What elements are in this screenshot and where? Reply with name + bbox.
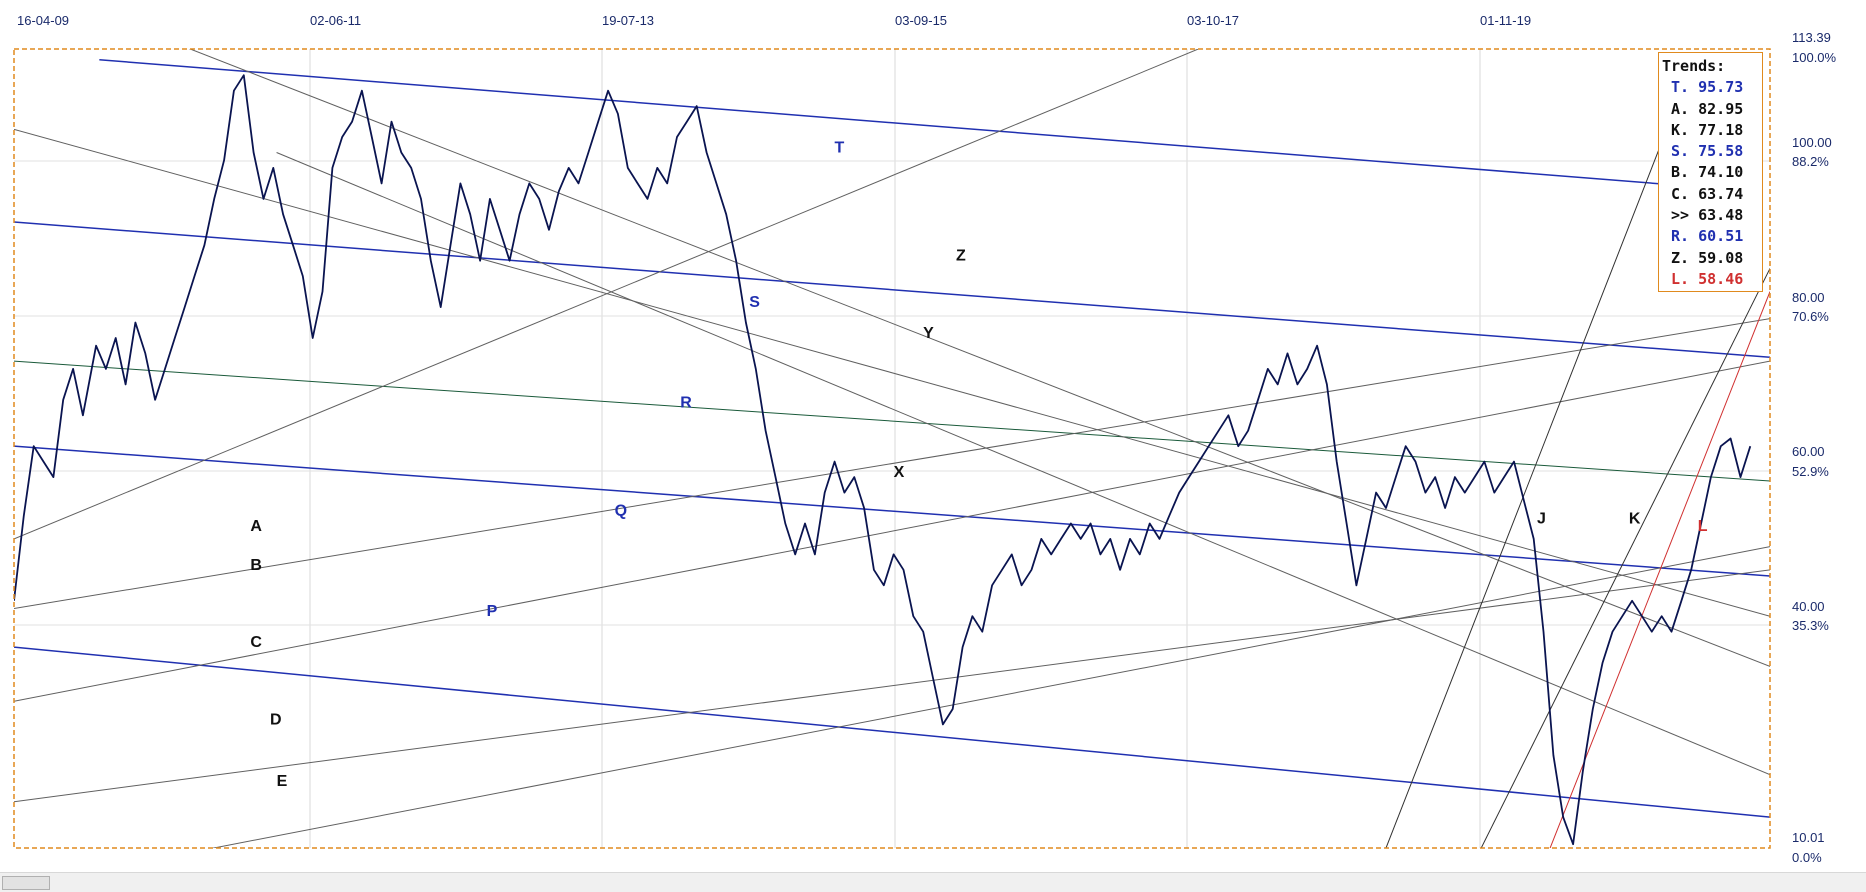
trend-line-S [14, 221, 1770, 359]
trend-line-L [1549, 291, 1770, 848]
trend-label-A: A [250, 518, 262, 535]
y-price-tick-label: 10.01 [1792, 830, 1825, 845]
trend-line-K [1480, 268, 1770, 848]
trend-line-R [14, 360, 1770, 482]
legend-item: L. 58.46 [1662, 269, 1762, 290]
legend-value: 82.95 [1698, 99, 1744, 118]
x-tick-label: 03-09-15 [895, 13, 947, 28]
trend-line-T [99, 58, 1682, 187]
price-series [14, 74, 1752, 846]
legend-key: S. [1662, 142, 1699, 161]
y-percent-tick-label: 88.2% [1792, 154, 1829, 169]
chart: T S R Q P Z Y X A B C D E J K L 16-04-09 02-06-11 19-07-1… [13, 13, 1837, 865]
legend-item: R. 60.51 [1662, 226, 1762, 247]
y-price-tick-label: 40.00 [1792, 599, 1825, 614]
y-percent-tick-label: 52.9% [1792, 464, 1829, 479]
legend-value: 58.46 [1698, 269, 1744, 288]
trend-line-Z [188, 49, 1770, 667]
legend-item: >> 63.48 [1662, 205, 1762, 226]
x-tick-label: 19-07-13 [602, 13, 654, 28]
trend-label-D: D [270, 711, 282, 728]
y-axis: 113.39 100.00 80.00 60.00 40.00 10.01 100.0% 88… [1792, 30, 1837, 865]
trend-label-Z: Z [956, 248, 966, 265]
trend-label-K: K [1629, 510, 1641, 527]
x-axis: 16-04-09 02-06-11 19-07-13 03-09-15 03-10-17… [17, 13, 1531, 28]
trend-line-D [14, 569, 1770, 803]
trend-label-J: J [1537, 510, 1546, 527]
trend-lines [14, 49, 1770, 848]
x-tick-label: 16-04-09 [17, 13, 69, 28]
legend-key: >> [1662, 206, 1699, 225]
legend-title: Trends: [1662, 57, 1726, 75]
legend-key: R. [1662, 227, 1699, 246]
legend-value: 95.73 [1698, 78, 1744, 97]
y-percent-tick-label: 35.3% [1792, 618, 1829, 633]
legend-value: 63.74 [1698, 184, 1744, 203]
trend-label-X: X [894, 464, 905, 481]
trend-label-R: R [680, 395, 692, 412]
legend-item: Z. 59.08 [1662, 248, 1762, 269]
legend-item: T. 95.73 [1662, 77, 1762, 98]
trend-label-Q: Q [615, 503, 627, 520]
legend-key: B. [1662, 163, 1699, 182]
trend-label-L: L [1698, 518, 1708, 535]
trend-labels: T S R Q P Z Y X A B C D E J K L [250, 139, 1707, 790]
legend-item: A. 82.95 [1662, 99, 1762, 120]
legend-item: B. 74.10 [1662, 162, 1762, 183]
legend-value: 75.58 [1698, 142, 1744, 161]
trend-line-X [276, 152, 1770, 776]
x-tick-label: 01-11-19 [1480, 13, 1531, 28]
legend-value: 77.18 [1698, 120, 1744, 139]
y-price-tick-label: 100.00 [1792, 135, 1832, 150]
legend-item: K. 77.18 [1662, 120, 1762, 141]
trend-label-B: B [250, 557, 262, 574]
trend-line-Q [14, 445, 1770, 577]
legend-key: T. [1662, 78, 1699, 97]
grid [14, 49, 1770, 848]
trend-line-Y [14, 128, 1770, 617]
y-price-tick-label: 60.00 [1792, 444, 1825, 459]
legend-value: 74.10 [1698, 163, 1744, 182]
trend-line-B [14, 318, 1770, 609]
trends-legend: Trends: T. 95.73 A. 82.95 K. 77.18 S. 75… [1658, 52, 1763, 292]
trend-line-J [1385, 75, 1689, 848]
trend-label-Y: Y [923, 325, 934, 342]
trend-label-T: T [835, 139, 845, 156]
legend-value: 59.08 [1698, 248, 1744, 267]
legend-key: L. [1662, 269, 1699, 288]
legend-key: Z. [1662, 248, 1699, 267]
trend-line-E [211, 546, 1770, 848]
y-price-tick-label: 80.00 [1792, 290, 1825, 305]
legend-value: 60.51 [1698, 227, 1744, 246]
y-percent-tick-label: 100.0% [1792, 50, 1837, 65]
legend-key: A. [1662, 99, 1699, 118]
y-percent-tick-label: 0.0% [1792, 850, 1822, 865]
x-tick-label: 03-10-17 [1187, 13, 1239, 28]
y-price-tick-label: 113.39 [1792, 30, 1831, 45]
legend-item: S. 75.58 [1662, 141, 1762, 162]
legend-item: C. 63.74 [1662, 184, 1762, 205]
trend-line-A [14, 49, 1200, 540]
price-line [14, 74, 1752, 846]
horizontal-scrollbar[interactable] [0, 872, 1866, 892]
legend-key: K. [1662, 120, 1699, 139]
y-percent-tick-label: 70.6% [1792, 309, 1829, 324]
x-tick-label: 02-06-11 [310, 13, 361, 28]
plot-frame [13, 48, 1771, 849]
trend-label-S: S [749, 294, 760, 311]
trend-label-C: C [250, 634, 262, 651]
trend-line-P [14, 646, 1770, 818]
trend-label-E: E [277, 773, 288, 790]
legend-value: 63.48 [1698, 206, 1744, 225]
trend-label-P: P [487, 603, 498, 620]
scroll-thumb[interactable] [2, 876, 50, 890]
trend-line-C [14, 360, 1770, 702]
legend-key: C. [1662, 184, 1699, 203]
